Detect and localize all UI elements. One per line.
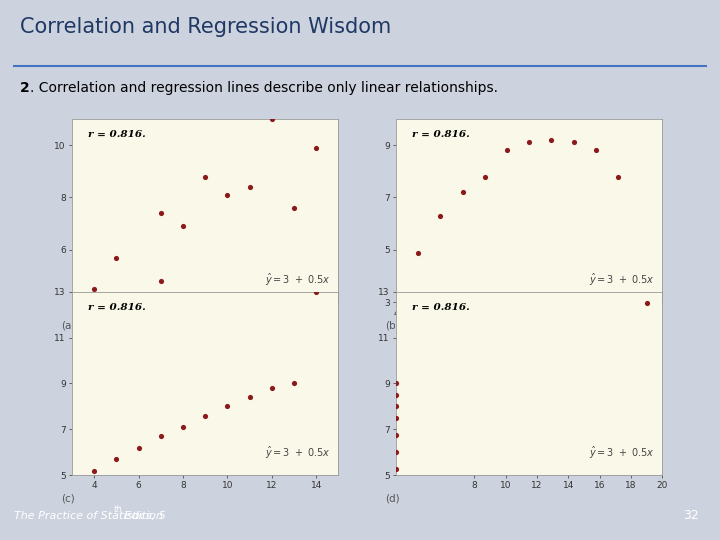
Point <box>390 465 402 474</box>
Text: 2: 2 <box>20 81 30 95</box>
Point <box>244 393 256 402</box>
Point <box>132 443 144 452</box>
Text: $\hat{y}=3\ +\ 0.5x$: $\hat{y}=3\ +\ 0.5x$ <box>588 272 654 288</box>
Point <box>89 285 100 294</box>
Text: r = 0.816.: r = 0.816. <box>88 302 145 312</box>
Text: . Correlation and regression lines describe only linear relationships.: . Correlation and regression lines descr… <box>30 81 498 95</box>
Point <box>479 172 490 181</box>
Point <box>523 138 535 147</box>
Point <box>111 455 122 463</box>
Point <box>89 466 100 475</box>
Point <box>288 204 300 212</box>
Point <box>435 212 446 220</box>
Point <box>199 411 211 420</box>
Point <box>222 402 233 410</box>
Point <box>390 414 402 422</box>
Point <box>590 146 602 154</box>
Point <box>266 383 277 392</box>
Text: $\hat{y}=3\ +\ 0.5x$: $\hat{y}=3\ +\ 0.5x$ <box>264 272 330 288</box>
Point <box>390 448 402 457</box>
Point <box>390 390 402 399</box>
Point <box>155 209 166 218</box>
Point <box>457 188 469 197</box>
Text: Correlation and Regression Wisdom: Correlation and Regression Wisdom <box>20 17 392 37</box>
Text: Edition: Edition <box>121 511 163 521</box>
Point <box>641 299 652 307</box>
Point <box>501 146 513 154</box>
Point <box>390 402 402 410</box>
Point <box>177 222 189 231</box>
Point <box>199 172 211 181</box>
Point <box>310 143 322 152</box>
Text: r = 0.816.: r = 0.816. <box>88 130 145 139</box>
Point <box>413 248 424 257</box>
Text: r = 0.816.: r = 0.816. <box>412 130 469 139</box>
Text: $\hat{y}=3\ +\ 0.5x$: $\hat{y}=3\ +\ 0.5x$ <box>264 444 330 461</box>
Point <box>177 423 189 431</box>
Point <box>612 172 624 181</box>
Point <box>288 379 300 388</box>
Point <box>390 295 402 304</box>
Text: r = 0.816.: r = 0.816. <box>412 302 469 312</box>
Text: (c): (c) <box>61 494 75 504</box>
Point <box>546 136 557 144</box>
Point <box>390 379 402 388</box>
Text: 32: 32 <box>683 509 698 522</box>
Point <box>155 277 166 286</box>
Point <box>568 138 580 147</box>
Text: (b): (b) <box>385 321 400 331</box>
Text: $\hat{y}=3\ +\ 0.5x$: $\hat{y}=3\ +\ 0.5x$ <box>588 444 654 461</box>
Point <box>111 253 122 262</box>
Point <box>266 114 277 123</box>
Point <box>390 431 402 440</box>
Point <box>244 183 256 191</box>
Point <box>222 191 233 199</box>
Point <box>155 432 166 441</box>
Text: (a): (a) <box>61 321 76 331</box>
Text: th: th <box>113 505 122 515</box>
Text: The Practice of Statistics, 5: The Practice of Statistics, 5 <box>14 511 166 521</box>
Text: (d): (d) <box>385 494 400 504</box>
Point <box>310 287 322 296</box>
